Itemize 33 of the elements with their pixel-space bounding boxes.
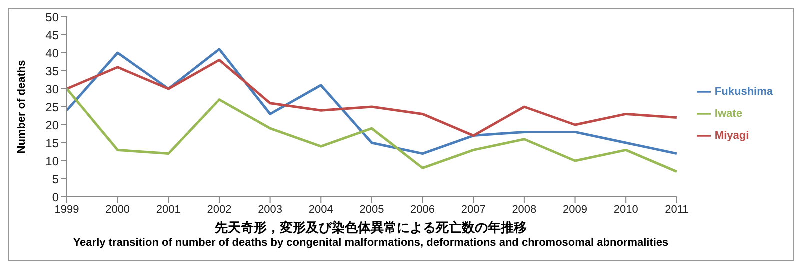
y-tick-label: 50: [46, 10, 60, 24]
line-series: [66, 48, 678, 156]
y-tick-label: 10: [46, 154, 60, 168]
y-tick-label: 15: [46, 136, 60, 150]
line-series: [66, 88, 678, 174]
line-series: [66, 58, 678, 138]
y-tick-label: 40: [46, 46, 60, 60]
y-tick-label: 5: [52, 172, 60, 186]
y-tick-label: 30: [46, 82, 60, 96]
legend-label: Fukushima: [714, 86, 773, 98]
y-tick-label: 20: [46, 118, 60, 132]
text: Yearly transition of number of deaths by congenital malformations, deformations and chromosomal abnormalities: [72, 237, 670, 249]
x-tick-label: 2010: [614, 204, 638, 216]
x-tick-label: 2004: [308, 204, 334, 216]
x-axis-title: 先天奇形，変形及び染色体異常による死亡数の年推移: [214, 219, 528, 237]
x-tick-label: 2005: [360, 204, 384, 216]
x-tick-label: 1999: [54, 204, 80, 216]
y-tick-label: 25: [46, 100, 60, 114]
legend-label: Miyagi: [714, 130, 750, 142]
legend-label: Iwate: [714, 108, 742, 120]
x-tick-label: 2007: [461, 204, 486, 216]
x-tick-label: 2006: [410, 204, 436, 216]
x-tick-label: 2003: [258, 204, 283, 216]
x-tick-label: 2008: [512, 204, 537, 216]
x-tick-label: 2009: [563, 204, 588, 216]
y-tick-label: 35: [46, 64, 60, 78]
y-tick-label: 45: [46, 28, 60, 42]
y-axis-title: Number of deaths: [16, 60, 28, 154]
x-tick-label: 2000: [106, 204, 130, 216]
x-tick-label: 2011: [665, 204, 689, 216]
y-tick-label: 0: [52, 190, 60, 204]
x-tick-label: 2002: [207, 204, 232, 216]
x-tick-label: 2001: [156, 204, 181, 216]
